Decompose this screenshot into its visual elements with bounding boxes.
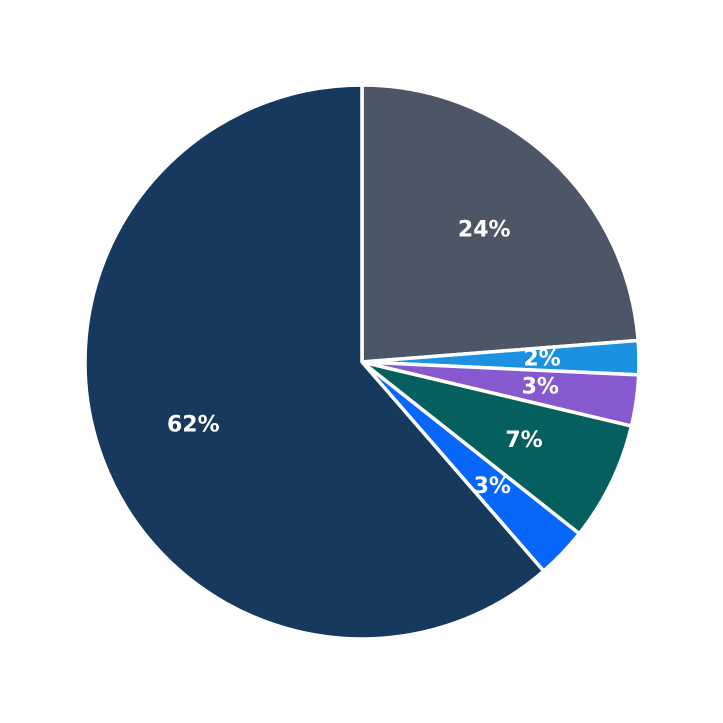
pie-slice-label-1: 2% [523, 347, 560, 372]
pie-slice-5 [83, 83, 546, 641]
pie-slice-label-3: 7% [505, 428, 542, 453]
pie-slice-label-2: 3% [522, 375, 559, 400]
pie-slice-0 [360, 83, 640, 364]
pie-slice-3 [360, 360, 634, 536]
pie-slice-label-0: 24% [458, 217, 511, 242]
pie-slice-label-4: 3% [474, 474, 511, 499]
pie-slice-label-5: 62% [167, 413, 220, 438]
